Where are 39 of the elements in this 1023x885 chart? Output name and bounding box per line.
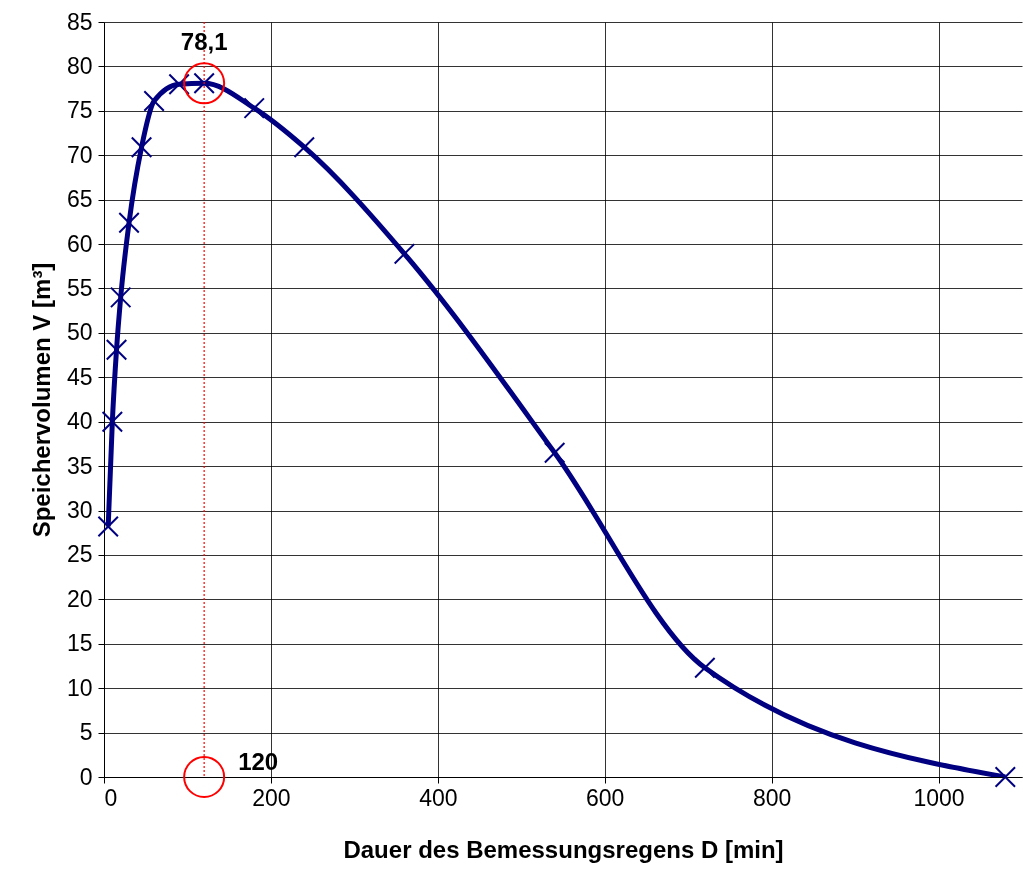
- point: [105, 339, 128, 361]
- y-tick-label: 20: [66, 585, 93, 612]
- x-tick-label: 800: [752, 784, 792, 811]
- x-tick-label: 0: [104, 784, 118, 811]
- point: [994, 766, 1017, 788]
- y-tick-label: 35: [66, 452, 93, 479]
- y-axis-title: Speichervolumen V [m³]: [27, 262, 55, 538]
- x-tick-label: 1000: [913, 784, 965, 811]
- x-axis-title: Dauer des Bemessungsregens D [min]: [343, 835, 784, 863]
- y-tick-label: 70: [66, 141, 93, 168]
- y-tick-label: 30: [66, 497, 93, 524]
- y-tick-label: 15: [66, 630, 93, 657]
- point: [243, 97, 265, 119]
- point: [109, 286, 132, 309]
- y-tick-label: 55: [66, 274, 93, 301]
- y-tick-label: 65: [66, 186, 93, 213]
- point: [143, 90, 165, 112]
- y-tick-label: 85: [66, 8, 93, 35]
- y-tick-label: 40: [66, 408, 93, 435]
- y-tick-label: 25: [66, 541, 93, 568]
- y-tick-label: 75: [66, 97, 93, 124]
- y-tick-label: 5: [79, 719, 93, 746]
- y-tick-label: 10: [66, 674, 93, 701]
- point: [130, 136, 153, 158]
- point: [118, 211, 140, 234]
- x-tick-label: 200: [252, 784, 291, 811]
- point: [168, 73, 190, 95]
- y-tick-label: 60: [66, 230, 93, 257]
- point: [694, 657, 716, 679]
- y-tick-label: 50: [66, 319, 93, 346]
- x-tick-label: 600: [586, 784, 625, 811]
- x-tick-label: 400: [419, 784, 458, 811]
- y-tick-label: 80: [66, 52, 93, 79]
- annotation: 78,1: [180, 28, 228, 56]
- y-tick-label: 45: [66, 363, 93, 390]
- point: [97, 515, 119, 538]
- point: [101, 410, 124, 433]
- point: [543, 442, 566, 464]
- y-tick-label: 0: [79, 763, 93, 790]
